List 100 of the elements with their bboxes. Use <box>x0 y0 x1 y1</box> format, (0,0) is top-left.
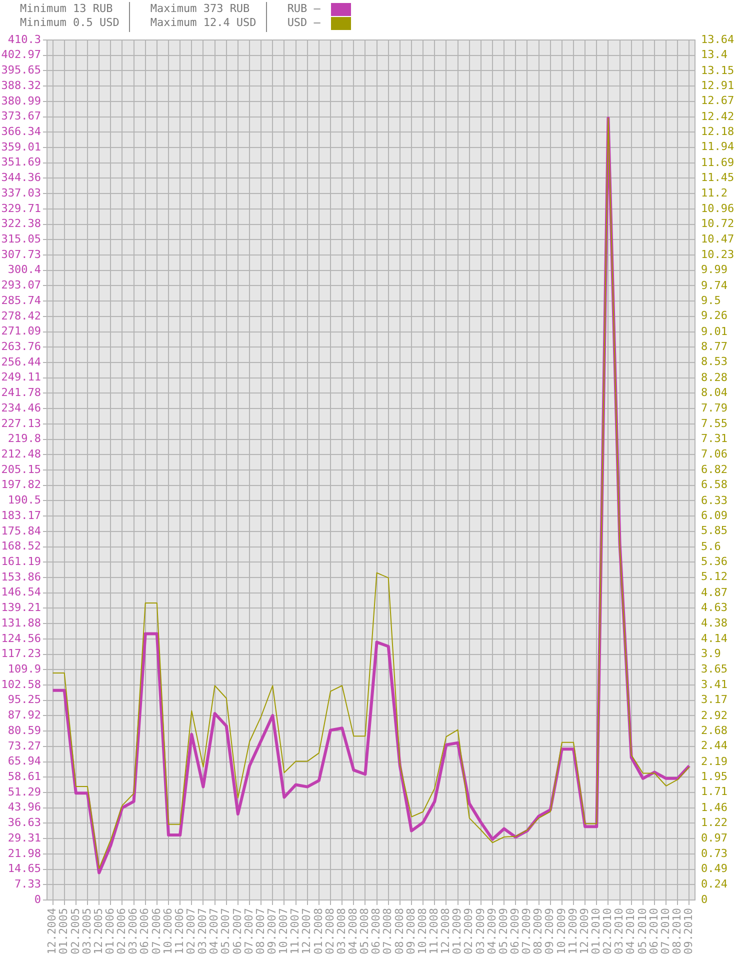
x-tick-label: 12.2007 <box>300 908 314 954</box>
y2-tick-label: 5.6 <box>701 540 721 553</box>
y2-tick-label: 10.47 <box>701 232 734 246</box>
y-tick-label: 322.38 <box>1 217 41 230</box>
y2-tick-label: 13.64 <box>701 32 734 46</box>
x-tick-label: 07.2009 <box>520 908 534 954</box>
y-tick-label: 175.84 <box>1 524 42 538</box>
y2-tick-label: 5.36 <box>701 554 728 568</box>
y-tick-label: 380.99 <box>1 94 41 108</box>
y2-tick-label: 9.74 <box>701 278 728 292</box>
y-tick-label: 197.82 <box>1 478 41 492</box>
y2-tick-label: 8.28 <box>701 370 728 384</box>
y-tick-label: 109.9 <box>8 662 41 676</box>
y2-tick-label: 4.63 <box>701 600 728 614</box>
x-tick-label: 02.2010 <box>601 908 614 954</box>
x-tick-label: 11.2006 <box>172 908 186 954</box>
y-tick-label: 285.74 <box>1 294 42 307</box>
y-tick-label: 168.52 <box>1 540 41 553</box>
x-tick-label: 07.2010 <box>658 908 672 954</box>
y-tick-label: 234.46 <box>1 401 41 414</box>
y-tick-label: 388.32 <box>1 78 41 92</box>
y2-tick-label: 1.95 <box>701 770 728 783</box>
y-tick-label: 87.92 <box>8 708 41 722</box>
y-tick-label: 65.94 <box>8 754 42 768</box>
x-tick-label: 09.2009 <box>543 908 556 954</box>
y2-tick-label: 7.79 <box>701 402 728 415</box>
x-tick-label: 08.2009 <box>532 908 545 954</box>
x-tick-label: 05.2010 <box>636 908 649 954</box>
x-tick-label: 10.2009 <box>554 908 568 954</box>
y2-tick-label: 3.65 <box>701 662 728 676</box>
y-tick-label: 315.05 <box>1 232 41 246</box>
x-tick-label: 10.2008 <box>416 908 429 954</box>
x-tick-label: 01.2008 <box>312 908 325 954</box>
x-tick-label: 10.2007 <box>277 908 290 954</box>
y-tick-label: 153.86 <box>1 570 41 584</box>
y2-tick-label: 0 <box>701 892 708 906</box>
y-tick-label: 161.19 <box>1 555 41 568</box>
x-tick-label: 03.2007 <box>196 908 210 954</box>
y2-tick-label: 6.09 <box>701 508 728 522</box>
x-tick-label: 09.2008 <box>404 908 418 954</box>
x-tick-label: 07.2007 <box>242 908 256 954</box>
y-tick-label: 183.17 <box>1 508 41 522</box>
y2-tick-label: 10.96 <box>701 202 734 215</box>
x-tick-label: 11.2007 <box>288 908 302 954</box>
x-tick-label: 12.2009 <box>578 908 591 954</box>
y-tick-label: 256.44 <box>1 355 42 368</box>
y-tick-label: 43.96 <box>8 800 41 814</box>
y-tick-label: 329.71 <box>1 202 41 215</box>
x-tick-label: 02.2005 <box>68 908 82 954</box>
y2-tick-label: 0.49 <box>701 862 728 875</box>
y-tick-label: 278.42 <box>1 309 41 322</box>
y-tick-label: 402.97 <box>1 48 41 62</box>
y2-tick-label: 12.18 <box>701 124 734 138</box>
y-tick-label: 307.73 <box>1 248 41 261</box>
y-tick-label: 337.03 <box>1 186 41 200</box>
y2-tick-label: 7.55 <box>701 416 728 430</box>
y-tick-label: 102.58 <box>1 678 41 691</box>
x-tick-label: 08.2010 <box>670 908 684 954</box>
y-tick-label: 366.34 <box>1 125 42 138</box>
y2-tick-label: 0.73 <box>701 846 728 860</box>
y2-tick-label: 13.15 <box>701 64 734 77</box>
y2-tick-label: 9.99 <box>701 262 728 276</box>
y-tick-label: 51.29 <box>8 785 41 798</box>
y2-tick-label: 11.2 <box>701 186 728 200</box>
y-tick-label: 219.8 <box>8 432 41 446</box>
y-tick-label: 73.27 <box>8 739 41 752</box>
y2-tick-label: 8.04 <box>701 386 728 399</box>
y-tick-label: 359.01 <box>1 140 41 154</box>
y2-tick-label: 5.85 <box>701 524 728 538</box>
y-tick-label: 410.3 <box>8 32 41 46</box>
x-tick-label: 03.2008 <box>334 908 348 954</box>
y-tick-label: 131.88 <box>1 616 41 630</box>
y-tick-label: 293.07 <box>1 278 41 292</box>
x-tick-label: 12.2004 <box>46 908 59 954</box>
x-tick-label: 03.2009 <box>474 908 487 954</box>
y-tick-label: 58.61 <box>8 770 41 784</box>
y2-tick-label: 2.44 <box>701 739 728 752</box>
x-tick-label: 02.2006 <box>115 908 128 954</box>
y-tick-label: 139.21 <box>1 601 41 614</box>
x-tick-label: 02.2007 <box>184 908 198 954</box>
y2-tick-label: 7.31 <box>701 432 728 445</box>
x-tick-label: 01.2009 <box>450 908 464 954</box>
x-tick-label: 11.2008 <box>428 908 440 954</box>
x-tick-label: 05.2008 <box>358 908 372 954</box>
x-tick-label: 09.2010 <box>682 908 696 954</box>
y2-tick-label: 1.22 <box>701 816 728 829</box>
x-tick-label: 06.2007 <box>230 908 244 954</box>
y2-tick-label: 2.68 <box>701 724 728 737</box>
y-tick-label: 241.78 <box>1 386 41 400</box>
y-tick-label: 190.5 <box>8 494 41 507</box>
y-tick-label: 95.25 <box>8 693 41 706</box>
y2-tick-label: 4.14 <box>701 632 728 645</box>
y-tick-label: 227.13 <box>1 416 41 430</box>
x-tick-label: 05.2009 <box>496 908 510 954</box>
text: Maximum 12.4 USD <box>150 16 256 30</box>
legend-label: USD – <box>287 16 322 30</box>
x-tick-label: 07.2008 <box>381 908 394 954</box>
x-tick-label: 06.2009 <box>508 908 522 954</box>
text: Maximum 373 RUB <box>150 2 251 16</box>
y2-tick-label: 4.87 <box>701 586 728 599</box>
